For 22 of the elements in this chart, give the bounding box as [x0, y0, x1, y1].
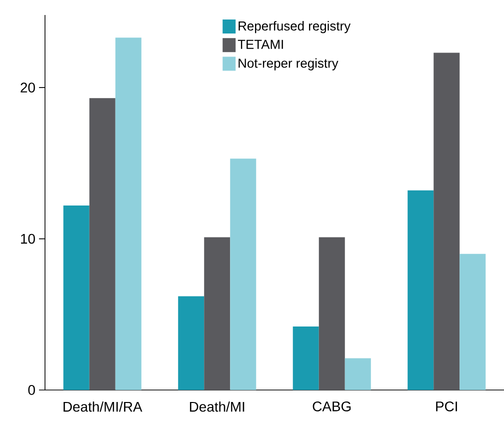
x-tick-label: PCI — [436, 401, 457, 412]
y-tick-label: 10 — [21, 234, 35, 244]
bar — [204, 237, 230, 390]
bar — [63, 206, 90, 390]
bar — [434, 52, 460, 390]
y-tick-label: 20 — [20, 82, 35, 93]
bar — [344, 358, 371, 390]
y-tick-label: 0 — [28, 385, 35, 395]
x-tick-label: Death/MI — [190, 401, 244, 412]
legend-label: TETAMI — [238, 40, 283, 49]
bar — [408, 190, 434, 390]
bar — [115, 38, 142, 390]
bar — [292, 326, 319, 390]
bar — [230, 158, 256, 390]
bar — [89, 98, 116, 390]
legend-label: Reperfused registry — [238, 21, 351, 34]
bar — [178, 296, 204, 390]
x-tick-label: Death/MI/RA — [64, 401, 142, 412]
legend-label: Not-reper registry — [238, 58, 338, 70]
bar — [318, 237, 345, 390]
bar — [460, 254, 486, 390]
x-tick-label: CABG — [312, 401, 351, 412]
